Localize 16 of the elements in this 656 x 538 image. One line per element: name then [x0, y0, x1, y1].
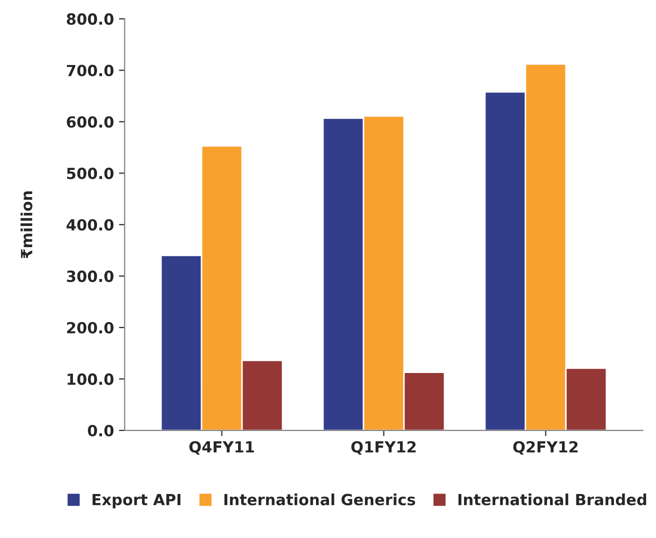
y-tick-label: 800.0 — [66, 13, 114, 25]
y-tick-label: 200.0 — [67, 322, 114, 334]
legend-label: International Branded — [458, 494, 646, 506]
y-tick-label: 600.0 — [66, 116, 114, 128]
legend-label: Export API — [92, 494, 180, 508]
legend-label: International Generics — [224, 494, 416, 506]
y-tick-label: 400.0 — [66, 219, 114, 231]
x-tick-label: Q4FY11 — [189, 441, 254, 455]
y-axis-title: ₹million — [20, 191, 32, 258]
x-tick-label: Q1FY12 — [351, 441, 416, 455]
y-tick-label: 700.0 — [66, 64, 114, 76]
y-tick-label: 100.0 — [68, 373, 114, 385]
y-tick-label: 500.0 — [67, 168, 114, 180]
y-tick-label: 0.0 — [88, 424, 114, 436]
y-tick-label: 300.0 — [66, 270, 114, 282]
x-tick-label: Q2FY12 — [513, 441, 578, 455]
